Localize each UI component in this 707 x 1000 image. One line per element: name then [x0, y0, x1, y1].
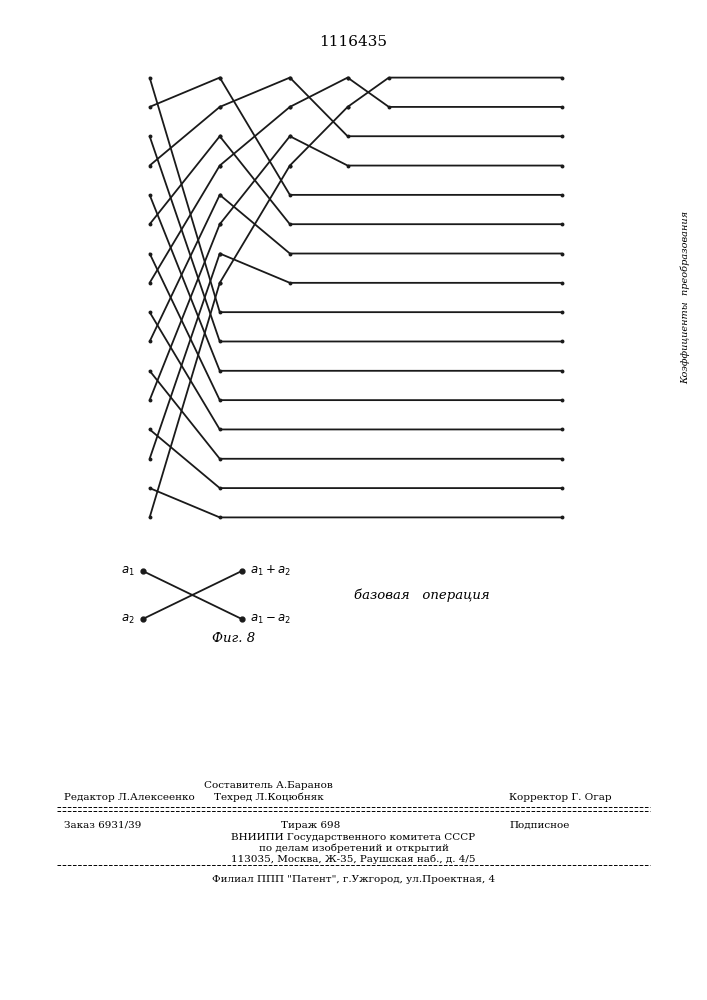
- Text: Техред Л.Коцюбняк: Техред Л.Коцюбняк: [214, 792, 324, 802]
- Text: $a_1+a_2$: $a_1+a_2$: [250, 564, 291, 578]
- Text: Коэффициенты  преобразования: Коэффициенты преобразования: [681, 211, 691, 384]
- Text: Тираж 698: Тираж 698: [281, 820, 341, 829]
- Text: базовая   операция: базовая операция: [354, 588, 489, 602]
- Text: Составитель А.Баранов: Составитель А.Баранов: [204, 780, 333, 790]
- Text: Корректор Г. Огар: Корректор Г. Огар: [509, 792, 612, 802]
- Text: по делам изобретений и открытий: по делам изобретений и открытий: [259, 843, 448, 853]
- Text: Редактор Л.Алексеенко: Редактор Л.Алексеенко: [64, 792, 194, 802]
- Text: Подписное: Подписное: [509, 820, 569, 829]
- Text: $a_2$: $a_2$: [122, 612, 135, 626]
- Text: 113035, Москва, Ж-35, Раушская наб., д. 4/5: 113035, Москва, Ж-35, Раушская наб., д. …: [231, 854, 476, 864]
- Text: $a_1-a_2$: $a_1-a_2$: [250, 612, 291, 626]
- Text: ВНИИПИ Государственного комитета СССР: ВНИИПИ Государственного комитета СССР: [231, 832, 476, 842]
- Text: Фиг. 8: Фиг. 8: [212, 632, 255, 645]
- Text: 1116435: 1116435: [320, 35, 387, 49]
- Text: Заказ 6931/39: Заказ 6931/39: [64, 820, 141, 829]
- Text: $a_1$: $a_1$: [121, 564, 135, 578]
- Text: Филиал ППП "Патент", г.Ужгород, ул.Проектная, 4: Филиал ППП "Патент", г.Ужгород, ул.Проек…: [212, 874, 495, 884]
